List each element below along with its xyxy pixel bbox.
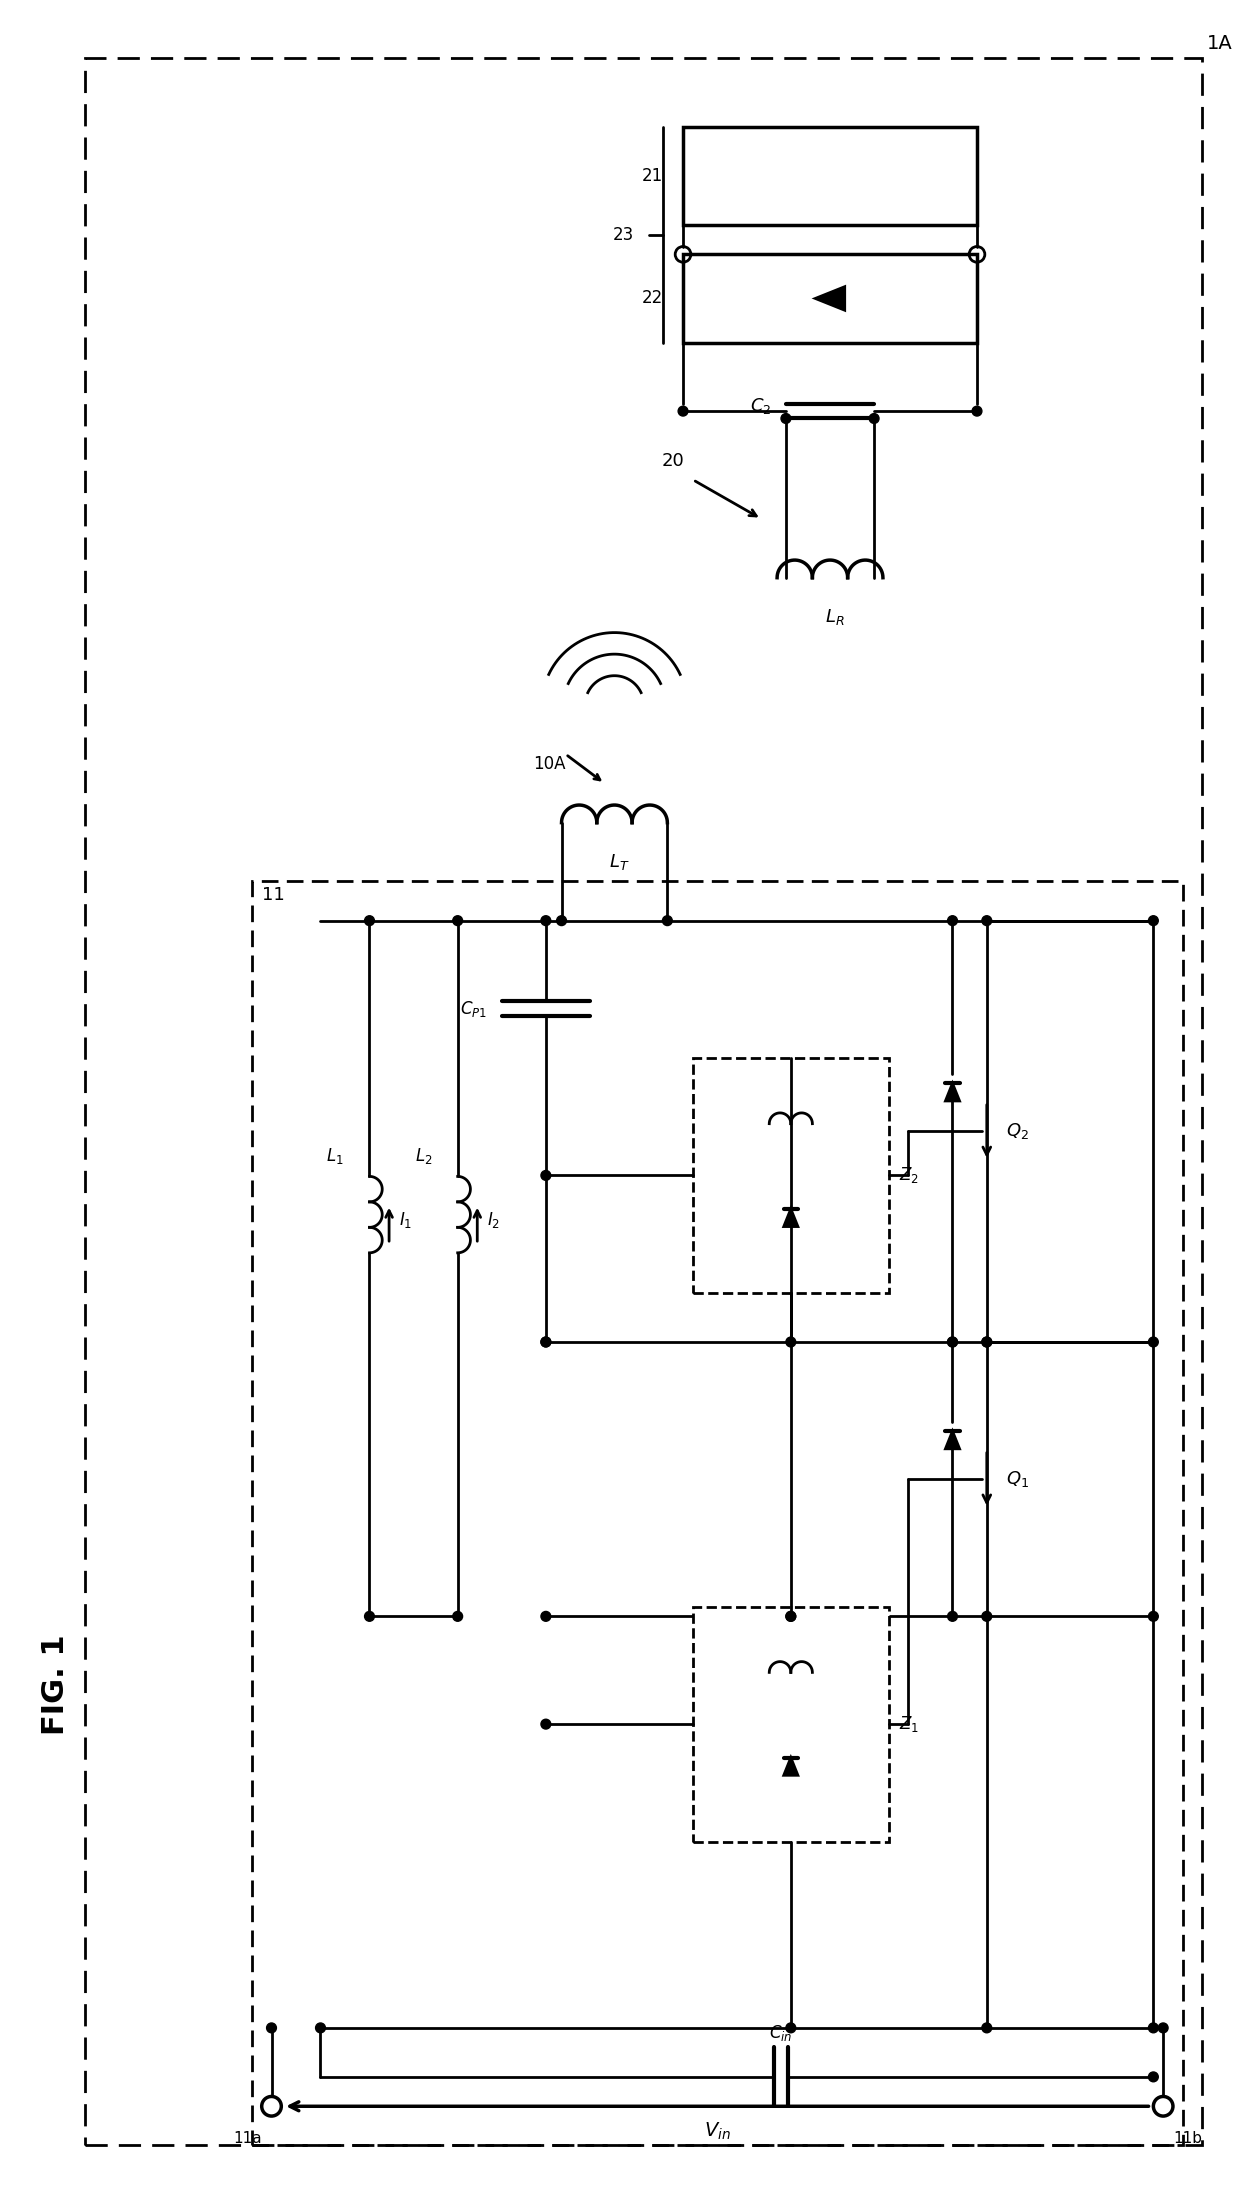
Circle shape <box>541 1338 551 1347</box>
Text: $C_2$: $C_2$ <box>750 395 771 415</box>
Circle shape <box>982 1338 992 1347</box>
Text: $I_2$: $I_2$ <box>487 1211 500 1230</box>
Circle shape <box>541 1610 551 1621</box>
Text: $L_1$: $L_1$ <box>326 1145 343 1167</box>
Circle shape <box>869 413 879 424</box>
Text: $C_{in}$: $C_{in}$ <box>769 2023 792 2043</box>
Text: 1A: 1A <box>1208 35 1233 53</box>
Circle shape <box>453 1610 463 1621</box>
Circle shape <box>541 1720 551 1729</box>
Circle shape <box>947 1338 957 1347</box>
Text: 22: 22 <box>642 290 663 308</box>
Circle shape <box>982 1338 992 1347</box>
Bar <box>693 1057 889 1294</box>
Polygon shape <box>945 1083 960 1101</box>
Circle shape <box>947 1610 957 1621</box>
Text: $Z_1$: $Z_1$ <box>899 1714 919 1733</box>
Circle shape <box>1148 2072 1158 2083</box>
Bar <box>693 1606 889 1841</box>
Text: FIG. 1: FIG. 1 <box>41 1635 71 1736</box>
Circle shape <box>786 1610 796 1621</box>
Circle shape <box>662 916 672 925</box>
Text: 20: 20 <box>662 453 684 470</box>
Text: $C_{P1}$: $C_{P1}$ <box>460 1000 487 1019</box>
Polygon shape <box>945 1430 960 1448</box>
Text: $L_2$: $L_2$ <box>414 1145 432 1167</box>
Circle shape <box>365 916 374 925</box>
Bar <box>252 881 1183 2146</box>
Text: $V_{in}$: $V_{in}$ <box>704 2120 730 2142</box>
Circle shape <box>1148 1610 1158 1621</box>
Text: 11b: 11b <box>1173 2131 1202 2146</box>
Circle shape <box>786 1610 796 1621</box>
Circle shape <box>453 916 463 925</box>
Text: $Z_2$: $Z_2$ <box>899 1164 919 1186</box>
Circle shape <box>947 1338 957 1347</box>
Circle shape <box>365 1610 374 1621</box>
Circle shape <box>557 916 567 925</box>
Circle shape <box>786 1338 796 1347</box>
Circle shape <box>1148 916 1158 925</box>
Polygon shape <box>784 1208 797 1226</box>
Text: $Q_1$: $Q_1$ <box>1007 1470 1029 1490</box>
Circle shape <box>982 1610 992 1621</box>
Bar <box>683 127 977 224</box>
Text: 10A: 10A <box>533 756 565 773</box>
Circle shape <box>316 2023 325 2032</box>
Text: $L_T$: $L_T$ <box>609 852 630 872</box>
Circle shape <box>1148 1338 1158 1347</box>
Text: 21: 21 <box>642 167 663 185</box>
Circle shape <box>541 1171 551 1180</box>
Circle shape <box>267 2023 277 2032</box>
Text: 11: 11 <box>262 885 284 905</box>
Circle shape <box>678 406 688 415</box>
Polygon shape <box>816 286 844 310</box>
Text: $L_R$: $L_R$ <box>825 606 844 626</box>
Text: 11a: 11a <box>233 2131 262 2146</box>
Polygon shape <box>784 1758 797 1775</box>
Circle shape <box>982 916 992 925</box>
Text: 23: 23 <box>613 226 634 244</box>
Circle shape <box>541 916 551 925</box>
Circle shape <box>947 916 957 925</box>
Circle shape <box>781 413 791 424</box>
Text: $I_1$: $I_1$ <box>399 1211 412 1230</box>
Text: $Q_2$: $Q_2$ <box>1007 1120 1029 1140</box>
Bar <box>683 255 977 343</box>
Circle shape <box>786 2023 796 2032</box>
Circle shape <box>972 406 982 415</box>
Circle shape <box>1158 2023 1168 2032</box>
Circle shape <box>982 2023 992 2032</box>
Circle shape <box>541 1338 551 1347</box>
Circle shape <box>1148 2023 1158 2032</box>
